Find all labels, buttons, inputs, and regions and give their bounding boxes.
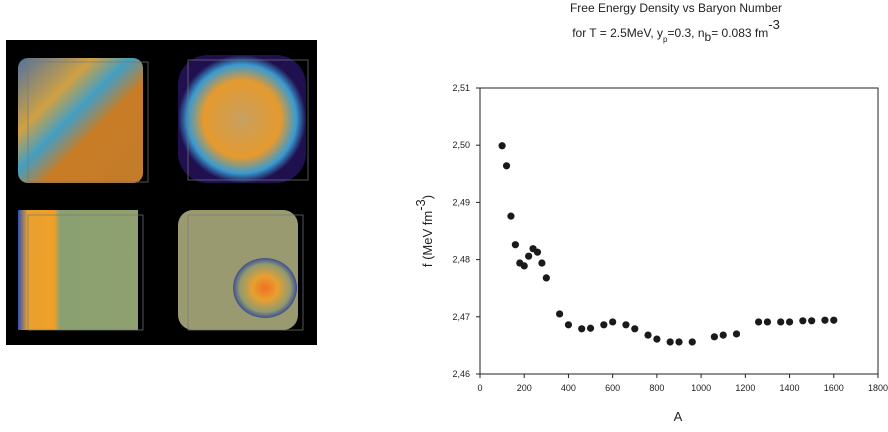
chart-title: Free Energy Density vs Baryon Number <box>570 1 782 15</box>
data-point <box>688 338 696 346</box>
data-point <box>609 318 617 326</box>
y-label-text: ) <box>420 195 435 199</box>
data-point <box>808 317 816 325</box>
data-point <box>785 318 794 326</box>
subtitle-sup: -3 <box>768 17 780 32</box>
subtitle-sub: b <box>705 30 712 44</box>
y-label-text: f (MeV fm <box>420 211 435 267</box>
data-point <box>622 321 630 329</box>
subtitle-text: =0.3, n <box>667 26 704 40</box>
data-point <box>556 310 564 318</box>
data-point <box>763 318 772 326</box>
y-tick-label: 2,50 <box>452 140 470 150</box>
x-tick-label: 1800 <box>868 383 888 393</box>
data-point <box>564 321 573 329</box>
data-point <box>578 325 586 333</box>
data-point <box>520 262 528 270</box>
data-point <box>732 330 741 338</box>
data-point <box>511 241 519 249</box>
data-point <box>644 331 652 339</box>
data-point <box>498 142 506 150</box>
subtitle-text: for T = 2.5MeV, y <box>572 26 663 40</box>
volume-renderings <box>6 40 317 345</box>
x-tick-label: 0 <box>477 383 482 393</box>
data-point <box>821 316 829 324</box>
y-tick-label: 2,46 <box>452 369 470 379</box>
x-tick-label: 1600 <box>824 383 844 393</box>
x-tick-label: 800 <box>649 383 664 393</box>
y-tick-label: 2,49 <box>452 197 470 207</box>
y-tick-label: 2,48 <box>452 255 470 265</box>
data-point <box>830 316 838 324</box>
data-point <box>777 318 785 326</box>
data-point <box>710 333 718 341</box>
x-tick-label: 1400 <box>780 383 800 393</box>
data-point <box>600 321 608 329</box>
y-axis-label: f (MeV fm-3) <box>413 195 435 267</box>
data-point <box>502 162 511 170</box>
data-point <box>719 331 727 339</box>
chart-subtitle: for T = 2.5MeV, yp=0.3, nb= 0.083 fm-3 <box>572 17 780 44</box>
data-point <box>675 338 683 346</box>
data-point <box>538 259 546 267</box>
y-tick-label: 2,51 <box>452 83 470 93</box>
data-point <box>631 325 639 333</box>
subtitle-sub: p <box>663 35 668 44</box>
plot-frame <box>479 87 879 375</box>
y-label-sup: -3 <box>413 199 428 211</box>
data-point <box>653 335 661 343</box>
data-point <box>525 252 533 260</box>
data-point <box>507 212 515 220</box>
data-point <box>799 317 807 325</box>
x-tick-label: 600 <box>605 383 620 393</box>
data-point <box>755 318 763 326</box>
data-point <box>586 324 595 332</box>
x-tick-label: 200 <box>517 383 532 393</box>
data-point <box>533 248 542 256</box>
subtitle-text: = 0.083 fm <box>711 26 768 40</box>
data-point <box>666 338 674 346</box>
x-tick-label: 1000 <box>691 383 711 393</box>
x-axis-label: A <box>674 409 683 424</box>
x-tick-label: 400 <box>561 383 576 393</box>
y-tick-label: 2,47 <box>452 312 470 322</box>
data-point <box>542 274 550 282</box>
x-tick-label: 1200 <box>735 383 755 393</box>
